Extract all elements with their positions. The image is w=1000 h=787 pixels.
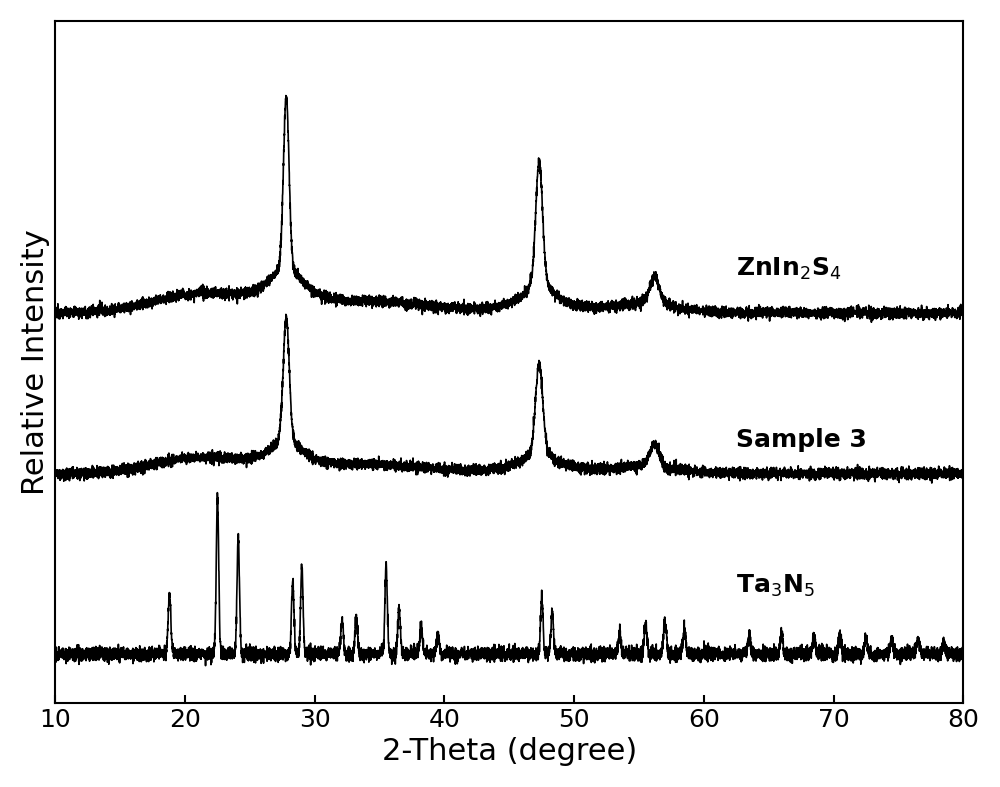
- Y-axis label: Relative Intensity: Relative Intensity: [21, 229, 50, 495]
- Text: Sample 3: Sample 3: [736, 427, 867, 452]
- Text: Ta$_3$N$_5$: Ta$_3$N$_5$: [736, 573, 815, 599]
- Text: ZnIn$_2$S$_4$: ZnIn$_2$S$_4$: [736, 256, 842, 283]
- X-axis label: 2-Theta (degree): 2-Theta (degree): [382, 737, 637, 767]
